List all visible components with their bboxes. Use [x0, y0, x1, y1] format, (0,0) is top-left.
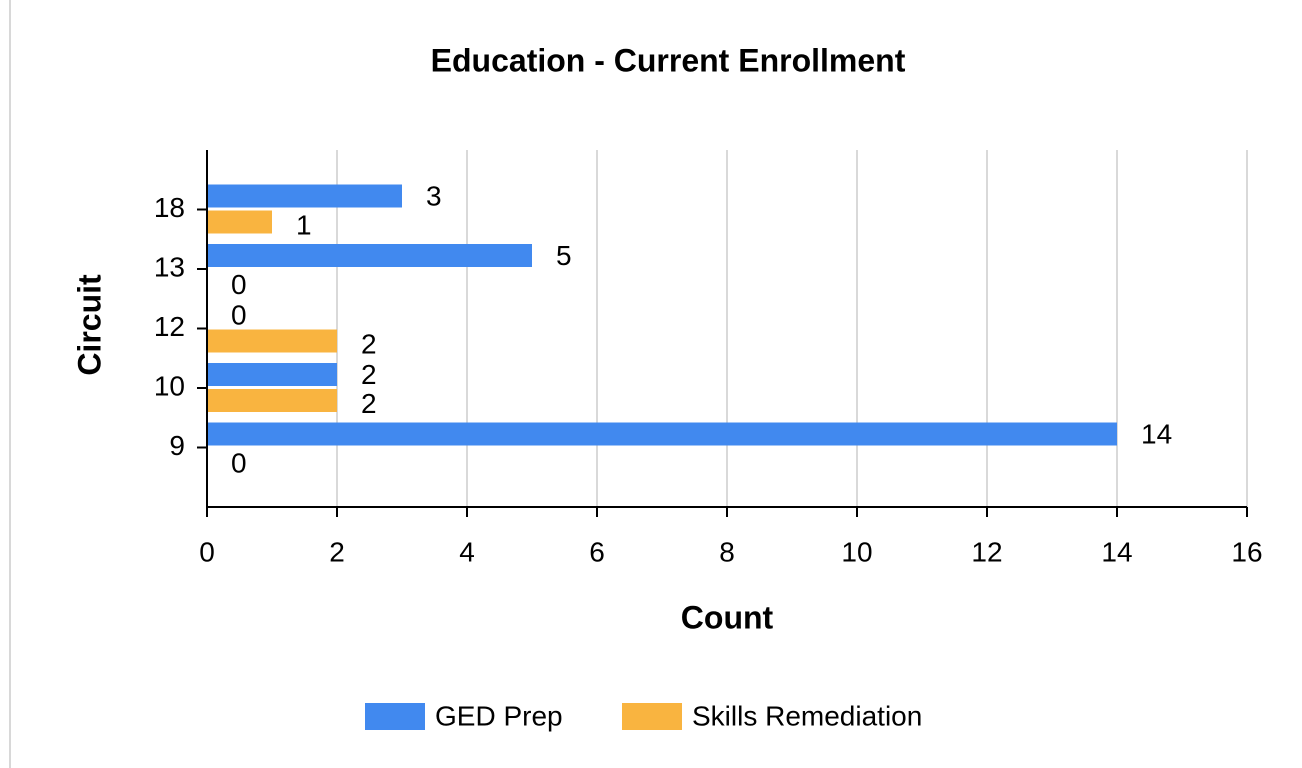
x-tick-label: 12 [971, 536, 1002, 567]
bar [207, 184, 402, 208]
y-tick-label: 12 [154, 311, 185, 342]
x-tick-label: 14 [1101, 536, 1132, 567]
value-label: 0 [231, 299, 247, 330]
x-tick-label: 4 [459, 536, 475, 567]
legend-label: Skills Remediation [692, 700, 922, 731]
x-tick-label: 16 [1231, 536, 1262, 567]
chart-title: Education - Current Enrollment [431, 42, 906, 78]
bar [207, 329, 337, 353]
bar [207, 422, 1117, 446]
y-tick-label: 10 [154, 370, 185, 401]
bar [207, 389, 337, 412]
x-tick-label: 2 [329, 536, 345, 567]
bar [207, 363, 337, 386]
value-label: 0 [231, 447, 247, 478]
y-tick-label: 13 [154, 251, 185, 282]
bar [207, 210, 272, 234]
x-tick-label: 0 [199, 536, 215, 567]
value-label: 14 [1141, 418, 1172, 449]
legend-label: GED Prep [435, 700, 563, 731]
value-label: 3 [426, 180, 442, 211]
value-label: 2 [361, 388, 377, 419]
x-axis-title: Count [681, 599, 774, 635]
y-axis-title: Circuit [71, 274, 107, 376]
x-tick-label: 10 [841, 536, 872, 567]
x-tick-label: 8 [719, 536, 735, 567]
value-label: 2 [361, 328, 377, 359]
bar [207, 244, 532, 267]
y-tick-label: 18 [154, 192, 185, 223]
value-label: 1 [296, 209, 312, 240]
y-tick-label: 9 [169, 430, 185, 461]
legend-swatch [365, 703, 425, 730]
value-label: 0 [231, 269, 247, 300]
legend-swatch [622, 703, 682, 730]
x-tick-label: 6 [589, 536, 605, 567]
value-label: 5 [556, 240, 572, 271]
value-label: 2 [361, 359, 377, 390]
